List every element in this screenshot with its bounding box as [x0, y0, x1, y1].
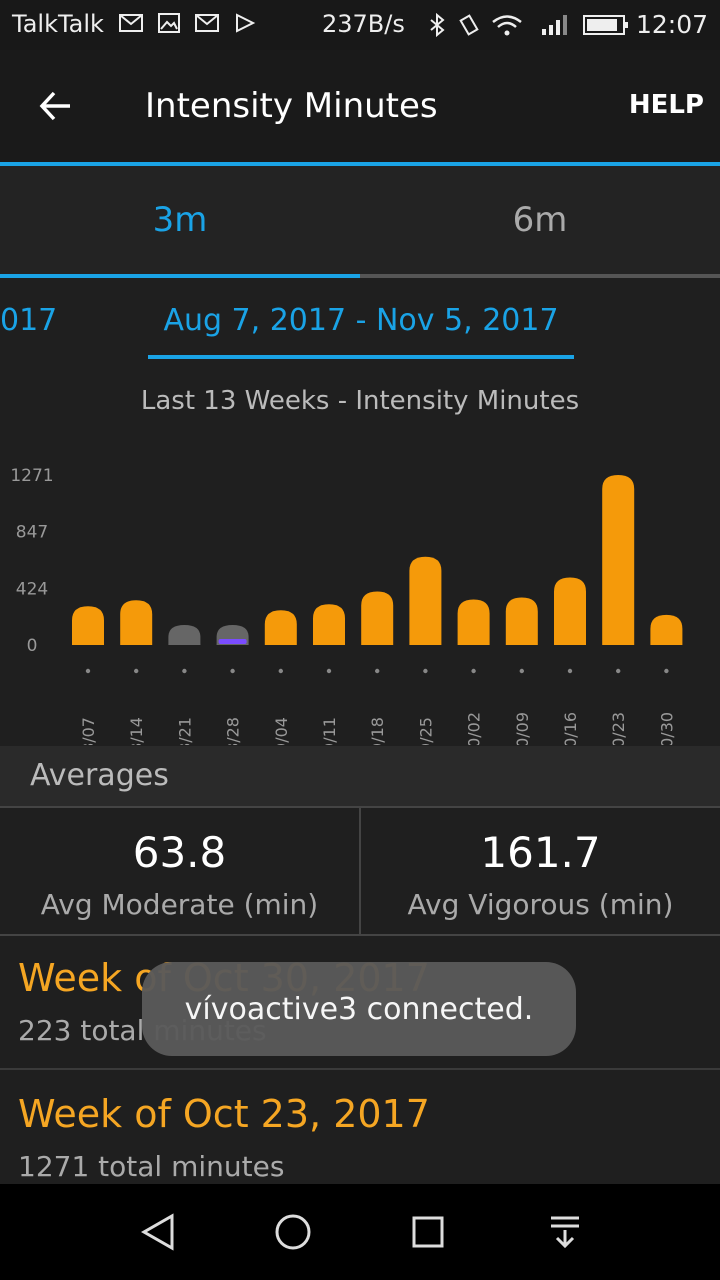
x-tick-label: 10/02	[465, 712, 484, 745]
intensity-bar-chart: 0 424 847 1271 8/07 8/14 8/21 8/28 9/04 9/11 9/18 9…	[10, 466, 683, 745]
signal-icon	[542, 15, 567, 35]
x-tick-label: 9/11	[320, 717, 339, 745]
x-tick-dot	[85, 668, 91, 674]
mail-icon	[195, 14, 219, 32]
x-tick-dot	[326, 668, 332, 674]
network-speed: 237B/s	[322, 10, 405, 38]
chart-bar	[409, 556, 442, 645]
avg-moderate-value: 63.8	[132, 828, 227, 877]
clock: 12:07	[635, 10, 708, 39]
x-tick-dot	[567, 668, 573, 674]
x-tick-dot	[471, 668, 476, 674]
chart-bar-marker	[218, 639, 247, 644]
chart-bar	[72, 606, 104, 645]
help-button[interactable]: HELP	[628, 90, 704, 120]
x-tick-label: 10/30	[657, 712, 676, 745]
chart-bar	[313, 604, 345, 645]
y-tick-label: 847	[16, 523, 48, 543]
averages-header: Averages	[0, 746, 720, 806]
notification-icons	[118, 12, 258, 34]
x-tick-label: 10/16	[561, 712, 580, 745]
toast-message: vívoactive3 connected.	[142, 962, 576, 1056]
x-tick-label: 9/04	[272, 717, 291, 745]
vibrate-icon	[459, 14, 479, 36]
bluetooth-icon	[430, 13, 445, 37]
x-tick-dot	[423, 668, 428, 674]
chart-bar	[120, 600, 153, 645]
play-store-icon	[236, 13, 256, 33]
x-tick-label: 10/23	[609, 712, 628, 745]
avg-vigorous-value: 161.7	[480, 828, 601, 877]
week-list-item[interactable]: Week of Oct 23, 2017 1271 total minutes	[0, 1070, 720, 1204]
x-tick-label: 9/18	[368, 717, 387, 745]
mail-icon	[119, 14, 143, 32]
avg-moderate-label: Avg Moderate (min)	[40, 888, 319, 921]
back-triangle-icon[interactable]	[138, 1212, 178, 1252]
x-tick-dot	[182, 668, 187, 674]
x-tick-dot	[519, 668, 524, 674]
notification-shade-icon[interactable]	[546, 1212, 584, 1252]
navigation-bar	[0, 1184, 720, 1280]
battery-icon	[583, 15, 628, 35]
accent-divider	[0, 162, 720, 166]
x-tick-label: 8/07	[79, 717, 98, 745]
y-tick-label: 424	[16, 579, 48, 599]
x-tick-dot	[616, 668, 621, 674]
averages-title: Averages	[30, 758, 169, 793]
current-date-range[interactable]: Aug 7, 2017 - Nov 5, 2017	[163, 303, 559, 338]
tab-6m[interactable]: 6m	[512, 200, 568, 240]
averages-divider	[359, 806, 361, 934]
chart-bar	[650, 614, 683, 645]
wifi-icon	[492, 15, 522, 36]
x-tick-dot	[664, 668, 669, 674]
page-title: Intensity Minutes	[145, 86, 438, 126]
x-tick-label: 9/25	[416, 717, 435, 745]
back-arrow-icon[interactable]	[38, 88, 74, 124]
x-tick-dot	[134, 668, 139, 674]
status-bar: TalkTalk 237B/s 12:07	[0, 0, 720, 50]
previous-date-range[interactable]: 017	[0, 303, 58, 338]
range-tabs: 3m 6m	[0, 166, 720, 278]
averages-panel: 63.8 Avg Moderate (min) 161.7 Avg Vigoro…	[0, 806, 720, 936]
chart-bar	[264, 610, 297, 645]
chart-bar	[505, 597, 538, 645]
recent-apps-icon[interactable]	[410, 1214, 446, 1250]
avg-moderate-cell: 63.8 Avg Moderate (min)	[0, 808, 359, 934]
app-bar: Intensity Minutes HELP	[0, 50, 720, 162]
chart-bar	[457, 599, 490, 645]
week-title: Week of Oct 23, 2017	[18, 1092, 430, 1136]
x-tick-dot	[278, 668, 283, 674]
y-tick-label: 0	[27, 636, 38, 656]
avg-vigorous-cell: 161.7 Avg Vigorous (min)	[361, 808, 720, 934]
chart-bar	[554, 577, 586, 645]
carrier-name: TalkTalk	[12, 10, 104, 38]
x-tick-dot	[230, 668, 235, 674]
chart-bar	[602, 475, 635, 645]
tab-3m[interactable]: 3m	[152, 200, 208, 240]
x-tick-label: 8/14	[127, 717, 146, 745]
chart-title: Last 13 Weeks - Intensity Minutes	[140, 386, 580, 416]
y-tick-label: 1271	[10, 466, 53, 486]
tab-track	[0, 274, 720, 278]
tab-indicator	[0, 274, 360, 278]
week-total: 1271 total minutes	[18, 1150, 285, 1183]
chart-bar-empty	[168, 625, 201, 645]
avg-vigorous-label: Avg Vigorous (min)	[407, 888, 674, 921]
x-tick-dot	[375, 668, 380, 674]
date-range-underline	[148, 355, 574, 359]
x-tick-label: 8/21	[175, 717, 194, 745]
x-tick-label: 10/09	[513, 712, 532, 745]
chart-bar	[361, 591, 394, 645]
image-icon	[158, 13, 180, 33]
x-tick-label: 8/28	[224, 717, 243, 745]
home-circle-icon[interactable]	[273, 1212, 313, 1252]
